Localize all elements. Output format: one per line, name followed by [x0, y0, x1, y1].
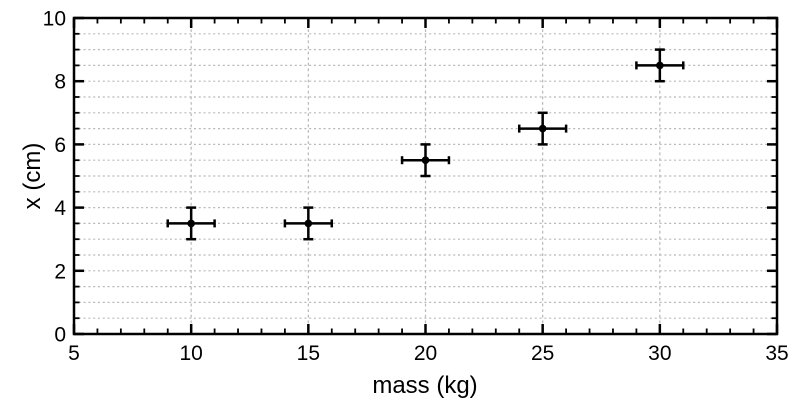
y-tick-label: 10 — [43, 8, 66, 31]
y-tick-label: 2 — [54, 260, 66, 283]
x-tick-label: 5 — [68, 342, 80, 365]
y-tick-label: 0 — [54, 324, 66, 347]
data-layer — [166, 48, 685, 241]
x-tick-label: 20 — [414, 342, 437, 365]
x-tick-label: 35 — [765, 342, 788, 365]
data-point-marker — [304, 219, 313, 228]
y-axis-title: x (cm) — [19, 143, 46, 210]
x-axis-title: mass (kg) — [372, 372, 477, 399]
y-tick-label: 6 — [54, 134, 66, 157]
x-tick-label: 15 — [297, 342, 320, 365]
y-tick-label: 8 — [54, 71, 66, 94]
tick-label-layer: 5 10 15 20 25 30 35 0 2 4 6 8 10 — [43, 8, 789, 366]
data-point-marker — [538, 124, 547, 133]
x-tick-label: 10 — [179, 342, 202, 365]
x-tick-label: 25 — [531, 342, 554, 365]
y-tick-label: 4 — [54, 197, 66, 220]
x-tick-label: 30 — [648, 342, 671, 365]
plot-frame — [72, 16, 779, 336]
data-point-marker — [421, 156, 430, 164]
data-point-marker — [656, 61, 664, 70]
data-point-marker — [187, 219, 195, 228]
